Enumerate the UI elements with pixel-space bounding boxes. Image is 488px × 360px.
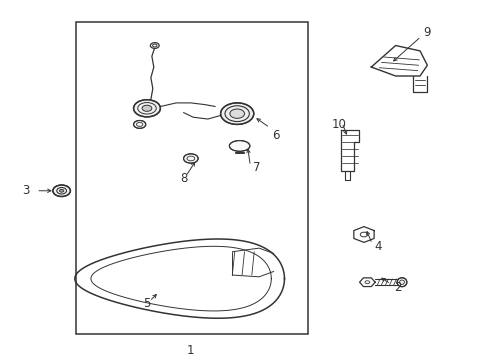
Ellipse shape <box>53 185 70 197</box>
Text: 4: 4 <box>374 240 382 253</box>
Ellipse shape <box>396 278 406 287</box>
Ellipse shape <box>220 103 253 125</box>
Polygon shape <box>359 278 374 287</box>
Text: 7: 7 <box>252 161 260 174</box>
Text: 6: 6 <box>272 129 279 142</box>
Text: 1: 1 <box>187 344 194 357</box>
Bar <box>76 22 307 334</box>
Text: 2: 2 <box>393 281 401 294</box>
Polygon shape <box>370 45 427 76</box>
Ellipse shape <box>229 140 249 151</box>
Ellipse shape <box>142 105 152 111</box>
Text: 9: 9 <box>423 27 430 40</box>
Ellipse shape <box>133 121 145 129</box>
Ellipse shape <box>133 100 160 117</box>
Polygon shape <box>340 130 358 171</box>
Text: 10: 10 <box>331 118 346 131</box>
Polygon shape <box>353 226 373 242</box>
Text: 3: 3 <box>22 184 30 197</box>
Ellipse shape <box>183 154 198 163</box>
Ellipse shape <box>60 189 64 192</box>
Text: 8: 8 <box>180 172 187 185</box>
Ellipse shape <box>229 109 244 118</box>
Text: 5: 5 <box>143 297 150 310</box>
